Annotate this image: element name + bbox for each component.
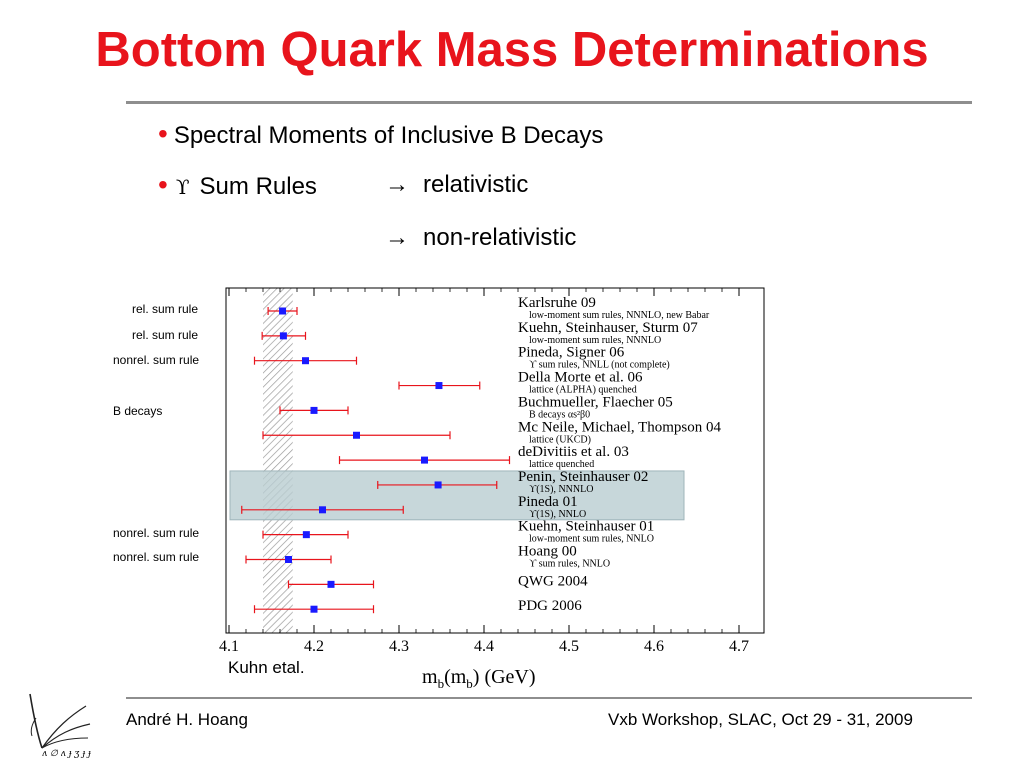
entry-name: Buchmueller, Flaecher 05 bbox=[518, 394, 673, 410]
data-point bbox=[435, 382, 443, 390]
entry-name: Kuehn, Steinhauser 01 bbox=[518, 519, 654, 535]
x-tick-label: 4.4 bbox=[474, 638, 494, 655]
entry-name: Pineda 01 bbox=[518, 494, 578, 510]
arrow-item-relativistic: → relativistic bbox=[385, 171, 528, 199]
entry-detail: lattice quenched bbox=[529, 459, 594, 470]
slide-title: Bottom Quark Mass Determinations bbox=[95, 23, 929, 77]
x-tick-label: 4.7 bbox=[729, 638, 749, 655]
mass-determination-chart: 4.1 4.2 4.3 4.4 4.5 4.6 4.7 Karlsruhe 09low-mo… bbox=[219, 287, 765, 690]
side-label: nonrel. sum rule bbox=[113, 550, 200, 564]
plot-frame bbox=[225, 287, 765, 634]
bullet-dot-icon: • bbox=[158, 169, 168, 200]
data-point bbox=[319, 506, 326, 514]
entry-detail: low-moment sum rules, NNNLO, new Babar bbox=[529, 310, 710, 321]
highlight-box bbox=[229, 470, 685, 521]
right-arrow-icon: → bbox=[385, 224, 409, 251]
entry-name: Karlsruhe 09 bbox=[518, 295, 596, 311]
entry-detail: B decays αs²β0 bbox=[529, 409, 590, 420]
entry-detail: ϒ(1S), NNLO bbox=[529, 509, 586, 520]
entry-name: Pineda, Signer 06 bbox=[518, 345, 625, 361]
side-label: rel. sum rule bbox=[132, 328, 199, 342]
title-divider bbox=[126, 101, 972, 104]
x-axis-label: mb(mb) (GeV) bbox=[422, 666, 536, 690]
entry-name: Mc Neile, Michael, Thompson 04 bbox=[518, 419, 722, 435]
entry-name: Hoang 00 bbox=[518, 544, 577, 560]
entry-detail: low-moment sum rules, NNNLO bbox=[529, 335, 661, 346]
entry-detail: ϒ sum rules, NNLO bbox=[529, 559, 610, 570]
entry-detail: ϒ(1S), NNNLO bbox=[529, 484, 593, 495]
entry-name: Kuehn, Steinhauser, Sturm 07 bbox=[518, 320, 698, 336]
side-label: nonrel. sum rule bbox=[113, 353, 200, 367]
side-label: rel. sum rule bbox=[132, 302, 199, 316]
x-tick-label: 4.5 bbox=[559, 638, 579, 655]
side-label: nonrel. sum rule bbox=[113, 526, 200, 540]
entry-name: Della Morte et al. 06 bbox=[518, 370, 643, 386]
footer-event: Vxb Workshop, SLAC, Oct 29 - 31, 2009 bbox=[608, 710, 913, 729]
arrow-item-nonrelativistic: → non-relativistic bbox=[385, 224, 576, 252]
average-band bbox=[263, 288, 293, 633]
bullet-text: Sum Rules bbox=[199, 173, 317, 200]
entry-name: Penin, Steinhauser 02 bbox=[518, 469, 648, 485]
entry-detail: low-moment sum rules, NNLO bbox=[529, 534, 654, 545]
x-tick-label: 4.1 bbox=[219, 638, 239, 655]
entry-name: deDivitiis et al. 03 bbox=[518, 444, 629, 460]
arrow-item-text: non-relativistic bbox=[423, 224, 577, 251]
institute-logo: ʌ ∅ ʌ ɟ ʒ ɟ ɟ bbox=[29, 693, 91, 758]
chart-caption: Kuhn etal. bbox=[228, 658, 305, 677]
svg-text:ʌ ∅ ʌ ɟ ʒ ɟ ɟ: ʌ ∅ ʌ ɟ ʒ ɟ ɟ bbox=[42, 749, 91, 758]
upsilon-symbol: ϒ bbox=[175, 175, 190, 199]
bullet-sum-rules: • ϒ Sum Rules bbox=[158, 171, 317, 199]
bullet-spectral-moments: • Spectral Moments of Inclusive B Decays bbox=[158, 120, 603, 148]
entry-detail: lattice (ALPHA) quenched bbox=[529, 385, 637, 396]
footer-divider bbox=[126, 697, 972, 699]
entry-name: QWG 2004 bbox=[518, 573, 588, 589]
footer-author: André H. Hoang bbox=[126, 710, 248, 729]
data-point bbox=[421, 456, 428, 464]
data-point bbox=[310, 406, 318, 414]
data-point bbox=[310, 605, 318, 613]
x-tick-label: 4.2 bbox=[304, 638, 324, 655]
arrow-item-text: relativistic bbox=[423, 171, 529, 198]
right-arrow-icon: → bbox=[385, 171, 409, 198]
entry-detail: ϒ sum rules, NNLL (not complete) bbox=[529, 360, 670, 371]
data-point bbox=[279, 332, 287, 340]
data-point bbox=[434, 481, 442, 489]
bullet-dot-icon: • bbox=[158, 118, 168, 149]
data-point bbox=[353, 431, 360, 439]
entry-detail: lattice (UKCD) bbox=[529, 434, 591, 445]
entry-name: PDG 2006 bbox=[518, 598, 582, 614]
data-point bbox=[327, 580, 335, 588]
x-tick-label: 4.3 bbox=[389, 638, 409, 655]
data-point bbox=[285, 556, 292, 563]
data-point bbox=[279, 307, 287, 315]
data-point bbox=[302, 357, 309, 365]
side-label: B decays bbox=[113, 404, 163, 418]
data-point bbox=[302, 531, 310, 539]
x-tick-label: 4.6 bbox=[644, 638, 664, 655]
bullet-text: Spectral Moments of Inclusive B Decays bbox=[173, 122, 604, 149]
